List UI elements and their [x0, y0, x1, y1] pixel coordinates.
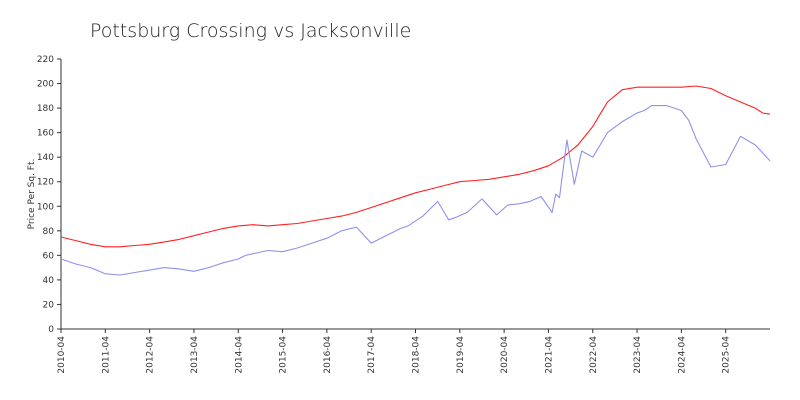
- series-line-2: [60, 105, 771, 276]
- y-tick-label: 180: [37, 104, 54, 114]
- x-tick-label: 2024-04: [677, 336, 687, 374]
- x-tick-label: 2014-04: [234, 336, 244, 374]
- y-tick-label: 20: [43, 300, 55, 310]
- x-tick-label: 2023-04: [633, 336, 643, 374]
- y-tick-label: 140: [37, 153, 54, 163]
- y-tick-label: 0: [48, 325, 54, 335]
- x-tick-label: 2019-04: [456, 336, 466, 374]
- y-tick-label: 220: [37, 55, 54, 65]
- x-tick-label: 2016-04: [323, 336, 333, 374]
- plot-area: [60, 85, 771, 276]
- x-tick-label: 2017-04: [367, 336, 377, 374]
- x-tick-label: 2012-04: [146, 336, 156, 374]
- x-tick-label: 2020-04: [500, 336, 510, 374]
- y-tick-label: 100: [37, 202, 54, 212]
- axes: 0 20 40 60 80 100 120 140 160 180 200 220 2010-04 201…: [37, 55, 770, 374]
- x-tick-label: 2013-04: [190, 336, 200, 374]
- y-axis-label: Price Per Sq. Ft.: [27, 159, 37, 230]
- y-tick-label: 40: [43, 276, 55, 286]
- y-tick-label: 120: [37, 178, 54, 188]
- chart-title: Pottsburg Crossing vs Jacksonville: [90, 20, 411, 42]
- x-tick-label: 2015-04: [279, 336, 289, 374]
- y-tick-label: 160: [37, 129, 54, 139]
- x-tick-label: 2021-04: [544, 336, 554, 374]
- x-tick-label: 2011-04: [101, 336, 111, 374]
- series-line-1: [60, 85, 771, 248]
- y-tick-label: 200: [37, 80, 54, 90]
- x-tick-label: 2010-04: [57, 336, 67, 374]
- x-tick-label: 2018-04: [412, 336, 422, 374]
- y-tick-label: 60: [43, 251, 55, 261]
- x-tick-label: 2022-04: [589, 336, 599, 374]
- y-tick-label: 80: [43, 227, 55, 237]
- x-tick-label: 2025-04: [722, 336, 732, 374]
